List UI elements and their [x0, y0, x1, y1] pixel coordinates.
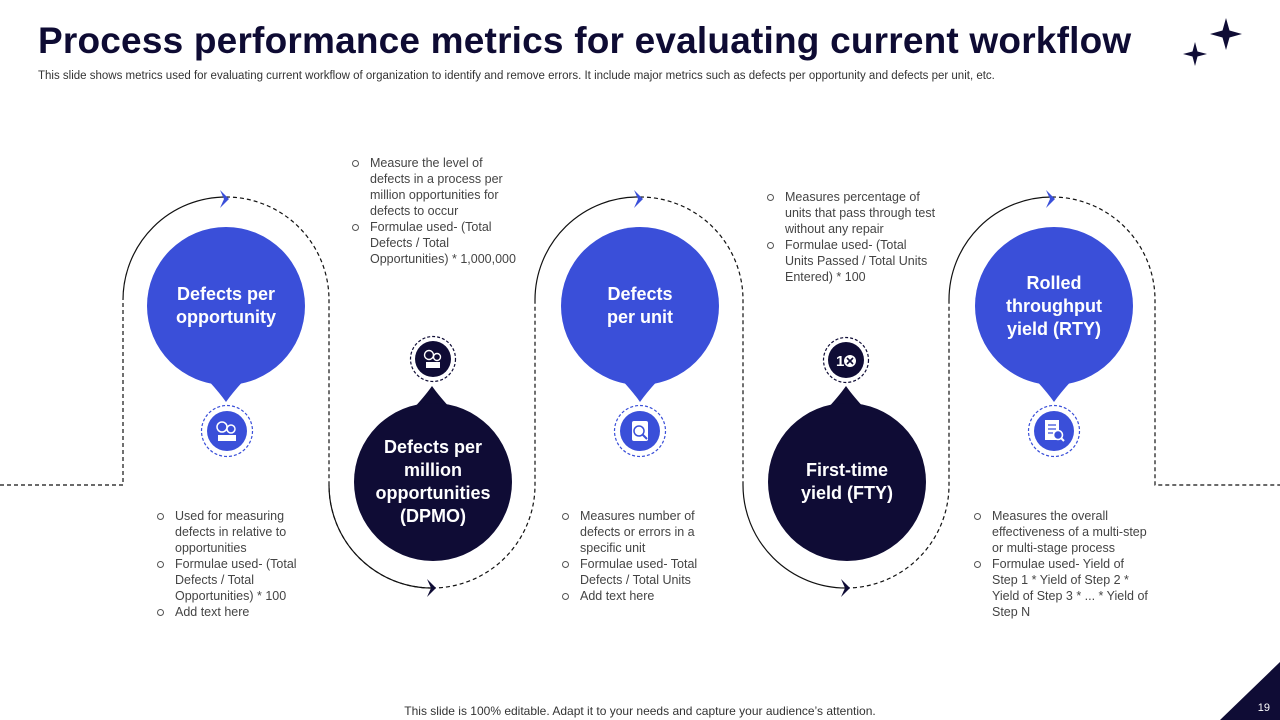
list-item: Formulae used- (Total Defects / Total Op…	[156, 556, 316, 604]
metric-label: Rolled throughput yield (RTY)	[1006, 272, 1102, 339]
sparkle-stars-icon	[1183, 18, 1242, 66]
metric-label: First-time yield (FTY)	[800, 460, 893, 503]
metric-rolled-throughput-yield: Rolled throughput yield (RTY)	[975, 227, 1133, 385]
metric-description-list: Measures percentage of units that pass t…	[766, 189, 936, 285]
list-item: Measures the overall effectiveness of a …	[973, 508, 1148, 556]
list-item: Formulae used- (Total Defects / Total Op…	[351, 219, 516, 267]
metric-description-list: Measures the overall effectiveness of a …	[973, 508, 1148, 620]
metric-label: Defects per unit	[607, 284, 673, 327]
list-item: Formulae used- Yield of Step 1 * Yield o…	[973, 556, 1148, 620]
report-magnifier-icon	[1027, 404, 1081, 458]
list-item: Formulae used- (Total Units Passed / Tot…	[766, 237, 936, 285]
list-item: Measure the level of defects in a proces…	[351, 155, 516, 219]
chevron-right-icon	[427, 579, 436, 597]
page-number: 19	[1257, 702, 1270, 714]
svg-text:1: 1	[836, 353, 844, 370]
metric-dpmo: Defects per million opportunities (DPMO)	[354, 403, 512, 561]
metric-defects-per-opportunity: Defects per opportunity	[147, 227, 305, 385]
metric-defects-per-unit: Defects per unit	[561, 227, 719, 385]
defect-unit-icon	[613, 404, 667, 458]
chevron-right-icon	[634, 190, 643, 208]
first-time-yield-icon: 1	[822, 336, 870, 384]
metric-description-list: Used for measuring defects in relative t…	[156, 508, 316, 620]
slide-footer: This slide is 100% editable. Adapt it to…	[404, 704, 876, 718]
metric-first-time-yield: First-time yield (FTY)	[768, 403, 926, 561]
chevron-right-icon	[220, 190, 229, 208]
defects-opportunity-icon	[200, 404, 254, 458]
list-item: Measures percentage of units that pass t…	[766, 189, 936, 237]
list-item: Measures number of defects or errors in …	[561, 508, 721, 556]
chevron-right-icon	[841, 579, 850, 597]
metric-label: Defects per opportunity	[176, 284, 276, 327]
dpmo-icon	[409, 335, 457, 383]
list-item: Add text here	[561, 588, 721, 604]
list-item: Formulae used- Total Defects / Total Uni…	[561, 556, 721, 588]
slide-title: Process performance metrics for evaluati…	[38, 20, 1132, 61]
chevron-right-icon	[1046, 190, 1055, 208]
metric-description-list: Measures number of defects or errors in …	[561, 508, 721, 604]
slide-subtitle: This slide shows metrics used for evalua…	[38, 70, 995, 82]
metric-label: Defects per million opportunities (DPMO)	[375, 437, 491, 526]
list-item: Used for measuring defects in relative t…	[156, 508, 316, 556]
corner-triangle	[1220, 662, 1280, 720]
metric-description-list: Measure the level of defects in a proces…	[351, 155, 516, 267]
list-item: Add text here	[156, 604, 316, 620]
